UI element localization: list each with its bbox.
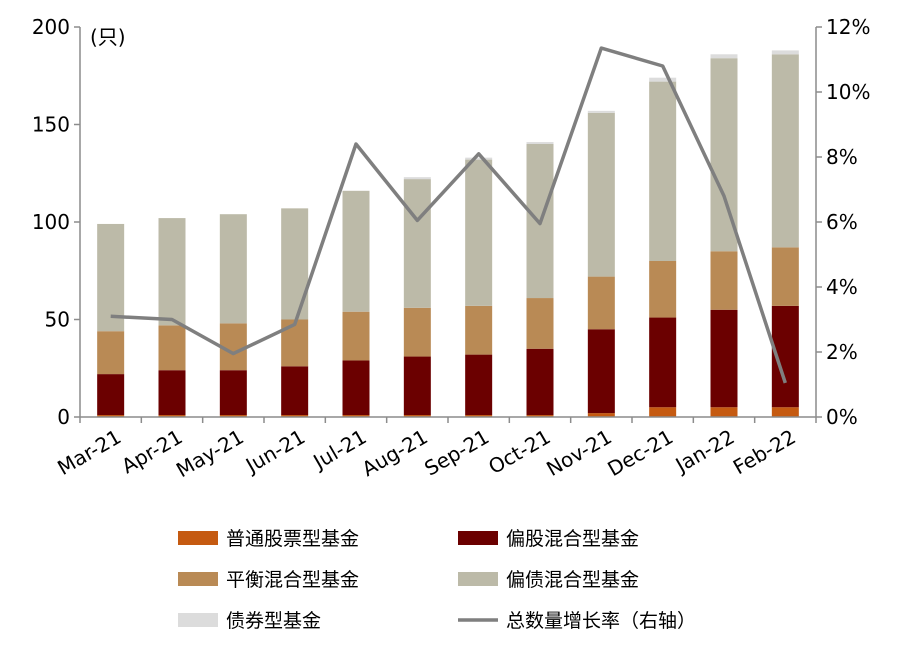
growth-rate-line	[110, 46, 787, 384]
x-tick-label: Jan-22	[670, 425, 739, 479]
bar-segment	[158, 415, 186, 417]
right-tick-label: 6%	[826, 210, 858, 234]
bar-segment	[465, 157, 493, 160]
bar-segment	[158, 325, 186, 371]
legend-label: 债券型基金	[226, 610, 321, 632]
bar-segment	[649, 81, 677, 261]
bar-segment	[403, 179, 431, 308]
bar-segment	[587, 329, 615, 414]
x-tick-label: Dec-21	[603, 425, 677, 481]
bar-segment	[342, 415, 370, 417]
bar-segment	[403, 356, 431, 416]
right-tick-label: 0%	[826, 405, 858, 429]
bar-segment	[97, 223, 125, 332]
bar-segment	[710, 309, 738, 408]
left-tick-label: 50	[45, 308, 70, 332]
bar-segment	[403, 307, 431, 357]
legend-label: 平衡混合型基金	[226, 569, 359, 591]
bar-segment	[97, 415, 125, 417]
bar-segment	[342, 311, 370, 361]
bar-segment	[649, 77, 677, 82]
bar-segment	[771, 407, 799, 417]
x-tick-label: Feb-22	[729, 425, 800, 480]
left-axis-unit-label: (只)	[90, 25, 126, 49]
bar-segment	[281, 366, 309, 416]
bar-segment	[219, 415, 247, 417]
bar-segment	[465, 354, 493, 416]
legend-label: 总数量增长率（右轴）	[506, 610, 696, 632]
bar-layer	[97, 50, 799, 417]
bar-segment	[710, 54, 738, 59]
axes-layer: 0501001502000%2%4%6%8%10%12%Mar-21Apr-21…	[32, 15, 871, 482]
bar-segment	[649, 317, 677, 408]
legend-swatch	[178, 531, 218, 545]
bar-segment	[771, 50, 799, 55]
x-tick-label: Nov-21	[542, 425, 616, 481]
left-tick-label: 0	[57, 405, 70, 429]
left-tick-label: 100	[32, 210, 70, 234]
bar-segment	[526, 298, 554, 349]
bar-segment	[771, 54, 799, 248]
bar-segment	[771, 247, 799, 306]
bar-segment	[587, 110, 615, 113]
x-tick-label: Sep-21	[420, 425, 493, 481]
bar-segment	[97, 374, 125, 416]
left-tick-label: 200	[32, 15, 70, 39]
right-tick-label: 2%	[826, 340, 858, 364]
right-tick-label: 10%	[826, 80, 870, 104]
right-tick-label: 8%	[826, 145, 858, 169]
legend-label: 普通股票型基金	[226, 528, 359, 550]
bar-segment	[403, 415, 431, 417]
bar-segment	[526, 415, 554, 417]
bar-segment	[403, 177, 431, 180]
bar-segment	[587, 112, 615, 277]
bar-segment	[465, 415, 493, 417]
bar-segment	[465, 305, 493, 355]
bar-segment	[526, 142, 554, 144]
bar-segment	[342, 360, 370, 416]
growth-line-layer	[110, 46, 787, 384]
right-tick-label: 12%	[826, 15, 870, 39]
x-tick-label: Oct-21	[484, 425, 554, 479]
x-tick-label: Mar-21	[53, 425, 125, 480]
legend-swatch	[178, 613, 218, 627]
left-tick-label: 150	[32, 113, 70, 137]
bar-segment	[158, 370, 186, 416]
bar-segment	[342, 190, 370, 312]
x-tick-label: May-21	[172, 425, 248, 483]
x-tick-label: Jun-21	[240, 425, 309, 479]
bar-segment	[649, 261, 677, 318]
bar-segment	[710, 251, 738, 310]
right-tick-label: 4%	[826, 275, 858, 299]
bar-segment	[526, 348, 554, 416]
bar-segment	[219, 370, 247, 416]
bar-segment	[587, 276, 615, 330]
legend-label: 偏股混合型基金	[506, 528, 639, 550]
bar-segment	[281, 415, 309, 417]
bar-segment	[649, 407, 677, 417]
legend-label: 偏债混合型基金	[506, 569, 639, 591]
bar-segment	[281, 319, 309, 367]
bar-segment	[219, 214, 247, 324]
bar-segment	[281, 208, 309, 320]
bar-segment	[465, 159, 493, 306]
bar-segment	[587, 413, 615, 417]
legend-swatch	[458, 531, 498, 545]
bar-segment	[710, 407, 738, 417]
legend-swatch	[178, 572, 218, 586]
bar-segment	[97, 331, 125, 375]
legend-swatch	[458, 572, 498, 586]
x-tick-label: Aug-21	[358, 425, 432, 482]
bar-segment	[158, 218, 186, 326]
